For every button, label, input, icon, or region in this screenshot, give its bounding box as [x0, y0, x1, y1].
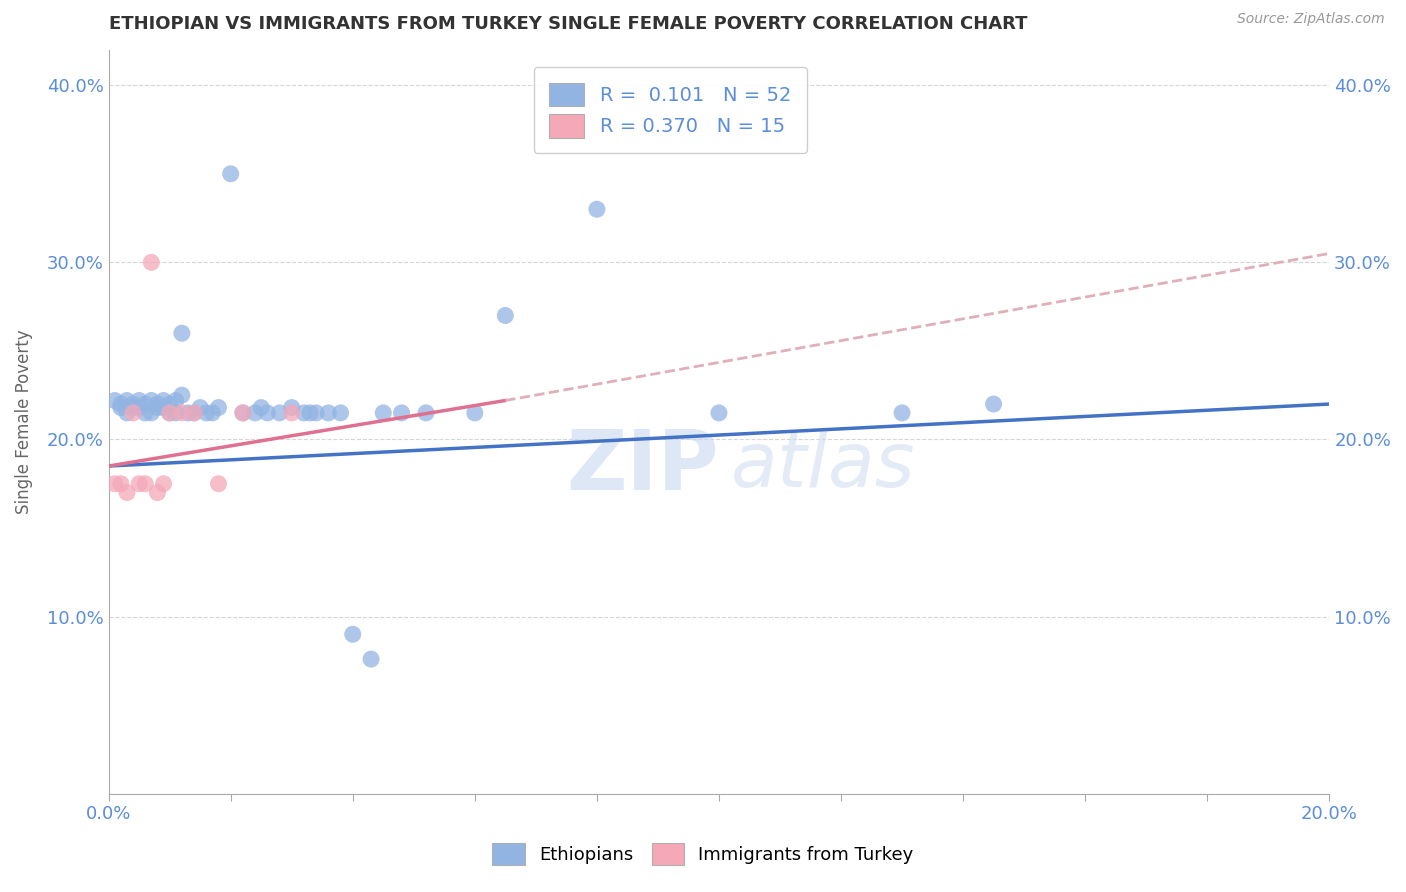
Point: [494, 309, 516, 323]
Point: [170, 406, 193, 420]
Point: [170, 388, 193, 402]
Point: [159, 397, 181, 411]
Point: [183, 406, 205, 420]
Point: [586, 202, 609, 217]
Point: [134, 397, 156, 411]
Point: [232, 406, 254, 420]
Point: [128, 476, 150, 491]
Point: [256, 406, 278, 420]
Y-axis label: Single Female Poverty: Single Female Poverty: [15, 329, 32, 514]
Point: [329, 406, 352, 420]
Text: Source: ZipAtlas.com: Source: ZipAtlas.com: [1237, 12, 1385, 26]
Point: [115, 485, 138, 500]
Point: [152, 401, 174, 415]
Point: [159, 406, 181, 420]
Point: [373, 406, 395, 420]
Point: [115, 393, 138, 408]
Point: [391, 406, 413, 420]
Point: [250, 401, 273, 415]
Point: [115, 406, 138, 420]
Point: [146, 397, 169, 411]
Point: [152, 393, 174, 408]
Point: [110, 401, 132, 415]
Point: [159, 406, 181, 420]
Point: [269, 406, 291, 420]
Point: [141, 406, 163, 420]
Text: ETHIOPIAN VS IMMIGRANTS FROM TURKEY SINGLE FEMALE POVERTY CORRELATION CHART: ETHIOPIAN VS IMMIGRANTS FROM TURKEY SING…: [108, 15, 1028, 33]
Point: [104, 393, 127, 408]
Point: [134, 406, 156, 420]
Point: [299, 406, 322, 420]
Point: [232, 406, 254, 420]
Point: [134, 476, 156, 491]
Point: [183, 406, 205, 420]
Point: [177, 406, 200, 420]
Point: [219, 167, 242, 181]
Point: [141, 393, 163, 408]
Point: [110, 476, 132, 491]
Point: [983, 397, 1005, 411]
Point: [141, 255, 163, 269]
Point: [243, 406, 266, 420]
Legend: Ethiopians, Immigrants from Turkey: Ethiopians, Immigrants from Turkey: [484, 834, 922, 874]
Point: [146, 485, 169, 500]
Point: [280, 401, 302, 415]
Point: [146, 401, 169, 415]
Point: [165, 393, 187, 408]
Text: atlas: atlas: [731, 429, 915, 503]
Point: [188, 401, 211, 415]
Point: [128, 401, 150, 415]
Point: [342, 627, 364, 641]
Point: [280, 406, 302, 420]
Point: [707, 406, 730, 420]
Point: [305, 406, 328, 420]
Point: [122, 401, 145, 415]
Point: [207, 401, 229, 415]
Point: [122, 397, 145, 411]
Point: [415, 406, 437, 420]
Point: [292, 406, 315, 420]
Point: [170, 326, 193, 341]
Point: [110, 397, 132, 411]
Point: [122, 406, 145, 420]
Point: [318, 406, 340, 420]
Point: [104, 476, 127, 491]
Point: [165, 406, 187, 420]
Point: [152, 476, 174, 491]
Point: [891, 406, 914, 420]
Text: ZIP: ZIP: [567, 425, 718, 507]
Point: [207, 476, 229, 491]
Point: [195, 406, 218, 420]
Legend: R =  0.101   N = 52, R = 0.370   N = 15: R = 0.101 N = 52, R = 0.370 N = 15: [534, 67, 807, 153]
Point: [201, 406, 224, 420]
Point: [360, 652, 382, 666]
Point: [464, 406, 486, 420]
Point: [128, 393, 150, 408]
